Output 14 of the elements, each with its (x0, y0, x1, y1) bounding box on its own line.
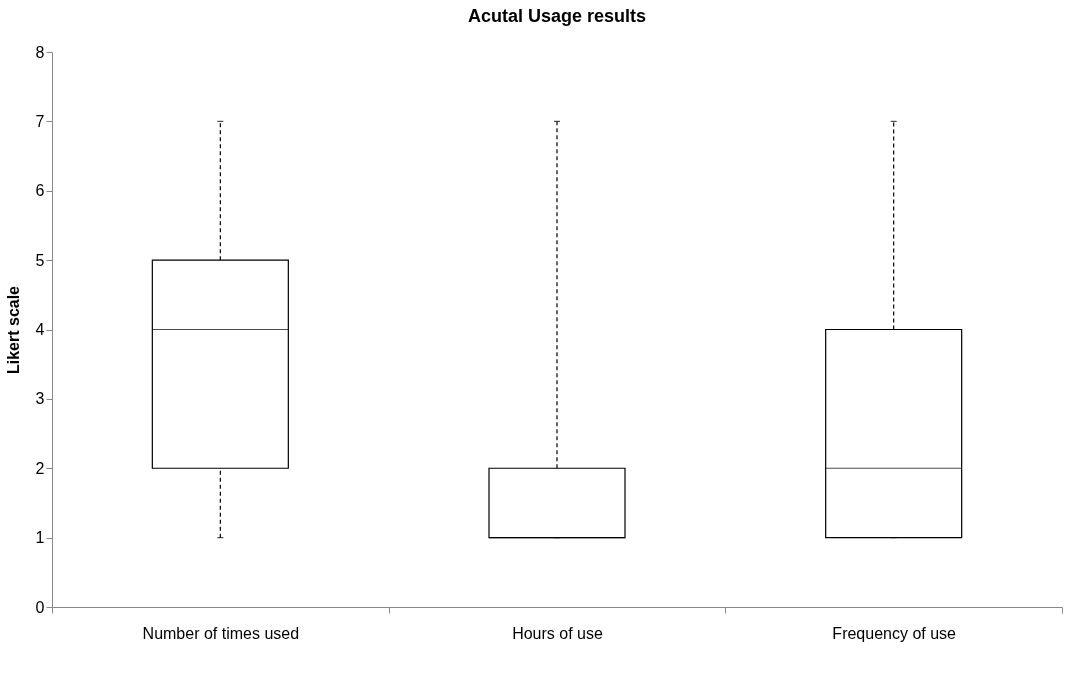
y-tick-label: 2 (35, 459, 45, 477)
x-tick-label: Frequency of use (832, 624, 957, 642)
x-tick-label: Number of times used (142, 624, 300, 642)
y-tick-label: 1 (35, 529, 45, 547)
y-tick-label: 0 (35, 598, 45, 616)
y-tick-label: 6 (35, 182, 45, 200)
y-tick-label: 5 (35, 251, 45, 269)
y-axis-title: Likert scale (4, 285, 22, 375)
y-tick-label: 8 (35, 43, 45, 61)
chart-title: Acutal Usage results (467, 6, 647, 26)
y-tick-label: 7 (35, 112, 45, 130)
x-tick-label: Hours of use (512, 624, 603, 642)
y-tick-label: 3 (35, 390, 45, 408)
y-tick-label: 4 (35, 321, 45, 338)
